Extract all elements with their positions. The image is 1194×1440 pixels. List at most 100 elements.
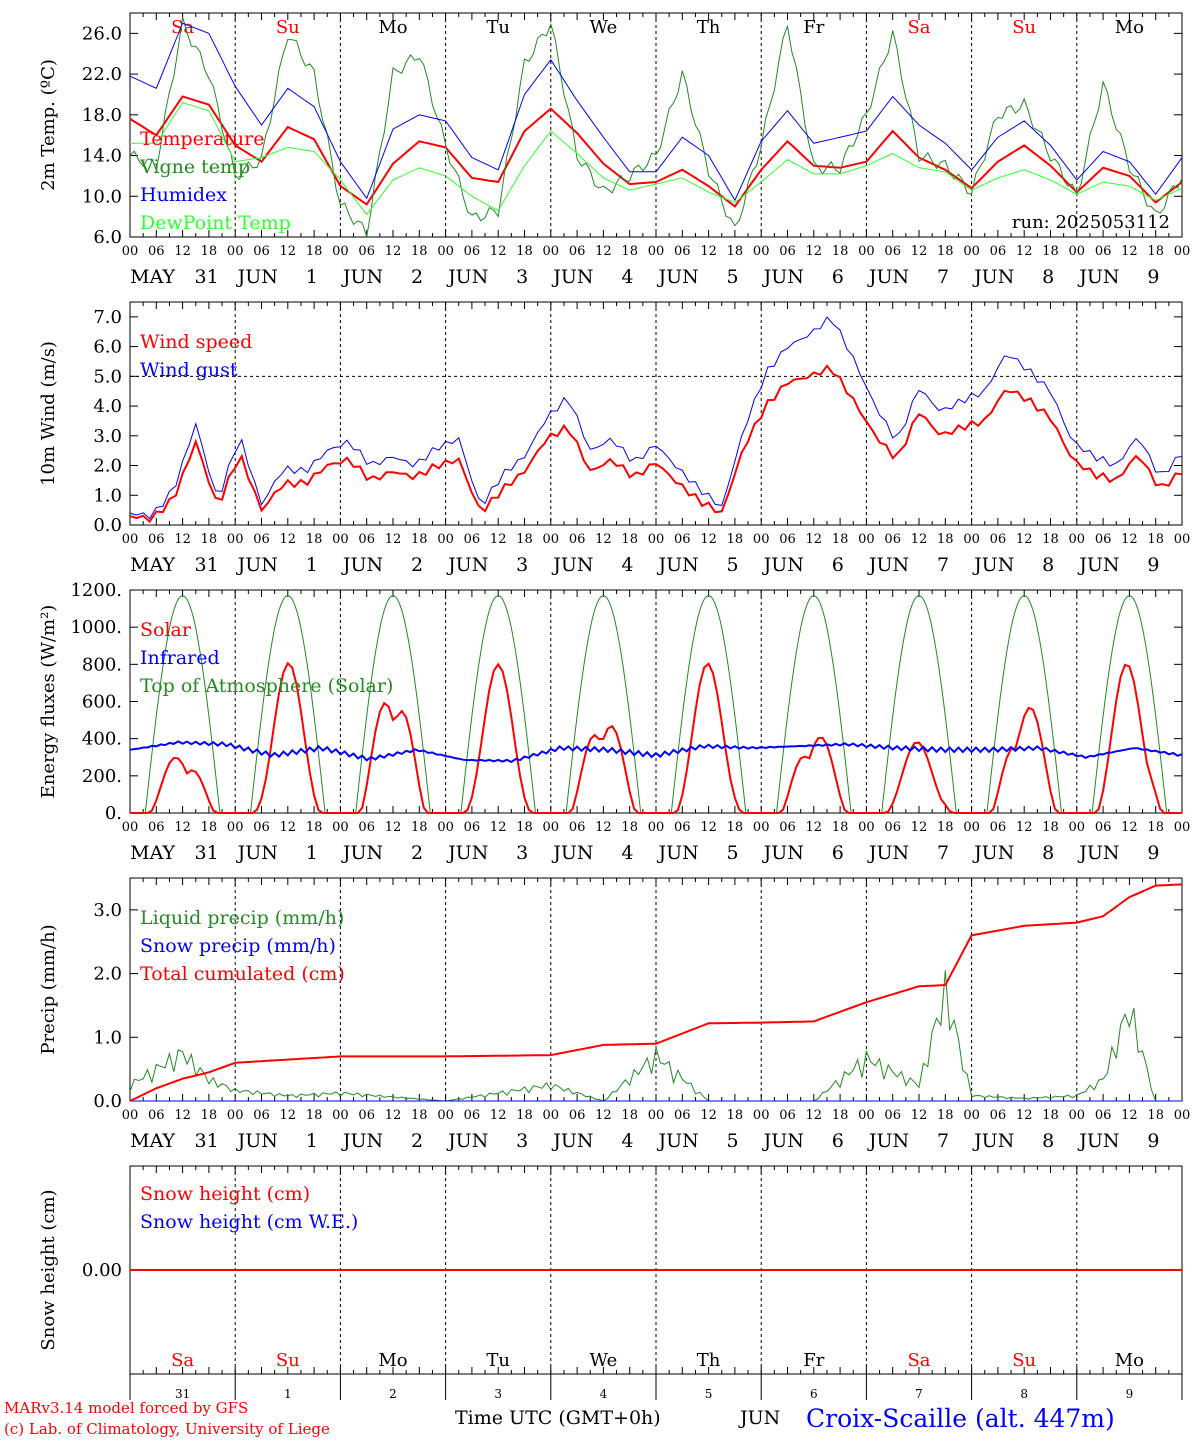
hour-tick-label: 00 [332, 532, 349, 547]
date-month-label: JUN [341, 1130, 383, 1152]
hour-tick-label: 06 [674, 532, 691, 547]
weekday-label: Mo [378, 17, 407, 38]
hour-tick-label: 18 [937, 532, 954, 547]
hour-tick-label: 12 [595, 1108, 612, 1123]
weekday-label: Th [697, 17, 721, 38]
date-day-label: 4 [621, 554, 633, 576]
date-month-label: JUN [341, 266, 383, 288]
hour-tick-label: 00 [858, 1108, 875, 1123]
hour-tick-label: 00 [437, 820, 454, 835]
hour-tick-label: 12 [700, 532, 717, 547]
hour-tick-label: 00 [753, 820, 770, 835]
date-month-label: JUN [972, 1130, 1014, 1152]
date-month-label: JUN [867, 842, 909, 864]
day-number-label: 1 [284, 1387, 292, 1401]
hour-tick-label: 06 [569, 1108, 586, 1123]
date-day-label: 1 [306, 1130, 318, 1152]
legend-entry: Infrared [140, 647, 220, 669]
hour-tick-label: 00 [963, 820, 980, 835]
y-tick-label: 5.0 [93, 366, 122, 387]
weekday-label: Mo [378, 1350, 407, 1371]
y-tick-label: 7.0 [93, 307, 122, 328]
month-label: JUN [738, 1407, 780, 1429]
hour-tick-label: 18 [727, 244, 744, 259]
legend-entry: Total cumulated (cm) [140, 963, 345, 985]
weekday-label: Mo [1115, 17, 1144, 38]
hour-tick-label: 12 [280, 820, 297, 835]
hour-tick-label: 06 [569, 532, 586, 547]
date-day-label: 7 [937, 1130, 949, 1152]
date-day-label: 6 [832, 842, 844, 864]
date-month-label: MAY [130, 842, 175, 864]
date-day-label: 31 [195, 842, 219, 864]
day-number-label: 31 [175, 1387, 190, 1401]
date-day-label: 1 [306, 554, 318, 576]
hour-tick-label: 00 [1174, 820, 1191, 835]
plot-frame [129, 589, 1183, 814]
hour-tick-label: 00 [648, 532, 665, 547]
date-day-label: 6 [832, 554, 844, 576]
hour-tick-label: 00 [227, 532, 244, 547]
date-day-label: 4 [621, 1130, 633, 1152]
y-tick-label: 200. [82, 766, 122, 787]
y-tick-label: 0. [105, 803, 122, 824]
hour-tick-label: 12 [1016, 820, 1033, 835]
date-day-label: 5 [727, 1130, 739, 1152]
date-day-label: 31 [195, 266, 219, 288]
series-line-wind-speed [129, 364, 1183, 524]
hour-tick-label: 00 [122, 820, 139, 835]
date-day-label: 8 [1042, 1130, 1054, 1152]
y-tick-label: 0.00 [82, 1260, 122, 1281]
hour-tick-label: 12 [385, 820, 402, 835]
date-month-label: MAY [130, 554, 175, 576]
y-tick-label: 2.0 [93, 456, 122, 477]
date-month-label: JUN [762, 1130, 804, 1152]
panel-4: Precip (mm/h)00 06 12 18 00 06 12 18 00 06 12 18 00 0… [38, 877, 1190, 1152]
hour-tick-label: 06 [464, 820, 481, 835]
date-month-label: JUN [236, 266, 278, 288]
day-number-label: 5 [705, 1387, 713, 1401]
hour-tick-label: 18 [832, 244, 849, 259]
lab-credit: (c) Lab. of Climatology, University of L… [4, 1420, 330, 1438]
hour-tick-label: 06 [253, 1108, 270, 1123]
hour-tick-label: 18 [201, 1108, 218, 1123]
hour-tick-label: 12 [595, 532, 612, 547]
legend-entry: Top of Atmosphere (Solar) [140, 675, 393, 697]
hour-tick-label: 12 [700, 244, 717, 259]
hour-tick-label: 06 [884, 820, 901, 835]
date-month-label: JUN [341, 842, 383, 864]
date-day-label: 8 [1042, 266, 1054, 288]
day-number-label: 9 [1126, 1387, 1134, 1401]
date-month-label: JUN [236, 1130, 278, 1152]
date-month-label: JUN [1077, 1130, 1119, 1152]
hour-tick-label: 18 [727, 1108, 744, 1123]
y-tick-label: 0.0 [93, 1091, 122, 1112]
hour-tick-label: 00 [543, 532, 560, 547]
hour-tick-label: 00 [332, 820, 349, 835]
hour-tick-label: 18 [1042, 244, 1059, 259]
hour-tick-label: 12 [1121, 820, 1138, 835]
date-month-label: JUN [762, 842, 804, 864]
weekday-label: Sa [907, 1350, 930, 1371]
hour-tick-label: 00 [122, 244, 139, 259]
hour-tick-label: 00 [332, 1108, 349, 1123]
date-month-label: JUN [551, 1130, 593, 1152]
hour-tick-label: 12 [280, 1108, 297, 1123]
y-tick-label: 18.0 [82, 105, 122, 126]
y-tick-label: 0.0 [93, 515, 122, 536]
hour-tick-label: 06 [253, 532, 270, 547]
y-tick-label: 22.0 [82, 64, 122, 85]
hour-tick-label: 00 [963, 532, 980, 547]
panel-3: Energy fluxes (W/m²)00 06 12 18 00 06 12 18 00 06… [38, 580, 1190, 864]
weekday-label: Th [697, 1350, 721, 1371]
legend-entry: Snow precip (mm/h) [140, 935, 336, 957]
hour-tick-label: 06 [990, 820, 1007, 835]
hour-tick-label: 06 [1095, 532, 1112, 547]
hour-tick-label: 18 [1147, 820, 1164, 835]
weekday-label: Su [276, 1350, 300, 1371]
legend-entry: Snow height (cm) [140, 1183, 310, 1205]
hour-tick-label: 06 [990, 244, 1007, 259]
hour-tick-label: 06 [253, 820, 270, 835]
date-day-label: 8 [1042, 842, 1054, 864]
hour-tick-label: 06 [674, 244, 691, 259]
